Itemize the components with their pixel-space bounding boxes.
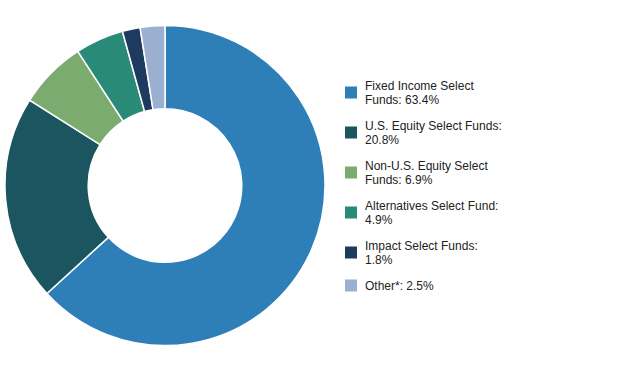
legend-item: Fixed Income SelectFunds: 63.4%	[345, 79, 474, 107]
legend-swatch	[345, 87, 357, 99]
legend-label-line: Non-U.S. Equity Select	[365, 159, 488, 173]
legend-label: Alternatives Select Fund:4.9%	[365, 199, 498, 227]
legend-item: U.S. Equity Select Funds:20.8%	[345, 119, 502, 147]
legend-label-line: 4.9%	[365, 213, 393, 227]
legend-label-line: 1.8%	[365, 253, 393, 267]
legend-label-line: Alternatives Select Fund:	[365, 199, 498, 213]
legend-swatch	[345, 167, 357, 179]
legend-label-line: Other*: 2.5%	[365, 279, 434, 293]
legend: Fixed Income SelectFunds: 63.4% U.S. Equi…	[345, 79, 502, 293]
legend-label-line: Funds: 6.9%	[365, 173, 433, 187]
legend-item: Alternatives Select Fund:4.9%	[345, 199, 498, 227]
legend-label-line: Fixed Income Select	[365, 79, 474, 93]
legend-label: Other*: 2.5%	[365, 279, 434, 293]
chart-svg: Fixed Income SelectFunds: 63.4% U.S. Equi…	[0, 0, 627, 371]
legend-swatch	[345, 207, 357, 219]
legend-item: Impact Select Funds:1.8%	[345, 239, 478, 267]
legend-label-line: U.S. Equity Select Funds:	[365, 119, 502, 133]
legend-swatch	[345, 280, 357, 292]
legend-swatch	[345, 127, 357, 139]
chart-container: Fixed Income SelectFunds: 63.4% U.S. Equi…	[0, 0, 627, 371]
legend-label: Non-U.S. Equity SelectFunds: 6.9%	[365, 159, 488, 187]
legend-label: U.S. Equity Select Funds:20.8%	[365, 119, 502, 147]
legend-label-line: Funds: 63.4%	[365, 93, 439, 107]
legend-item: Non-U.S. Equity SelectFunds: 6.9%	[345, 159, 488, 187]
legend-label-line: 20.8%	[365, 133, 399, 147]
legend-item: Other*: 2.5%	[345, 279, 434, 293]
legend-label: Impact Select Funds:1.8%	[365, 239, 478, 267]
legend-label-line: Impact Select Funds:	[365, 239, 478, 253]
legend-label: Fixed Income SelectFunds: 63.4%	[365, 79, 474, 107]
donut-slice	[140, 26, 165, 110]
donut	[5, 26, 325, 346]
legend-swatch	[345, 247, 357, 259]
